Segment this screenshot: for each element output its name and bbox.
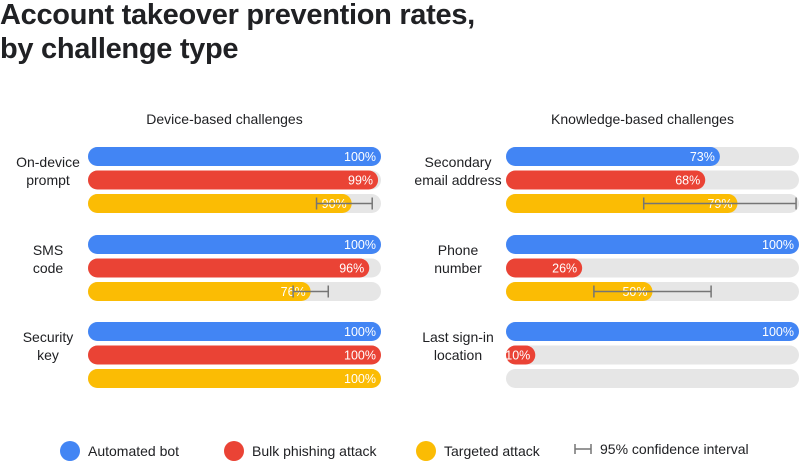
bar-chart: Device-based challenges On-device prompt 10… <box>16 111 799 388</box>
bar-track <box>506 345 799 365</box>
confidence-interval <box>642 197 797 210</box>
data-label: 73% <box>690 150 715 164</box>
bar <box>88 322 381 341</box>
legend-item-targeted-attack: Targeted attack <box>416 441 540 461</box>
bar-track <box>506 369 799 388</box>
data-label: 100% <box>344 238 376 252</box>
bar <box>506 345 536 365</box>
confidence-interval <box>593 285 712 298</box>
category-label: code <box>33 260 64 276</box>
confidence-interval <box>315 197 373 210</box>
category-label: prompt <box>26 172 70 188</box>
bar <box>88 282 311 301</box>
data-label: 26% <box>552 262 577 276</box>
legend-label: 95% confidence interval <box>600 441 749 457</box>
bar <box>88 147 381 166</box>
title-line: Account takeover prevention rates, <box>0 0 475 31</box>
title-line: by challenge type <box>0 33 239 65</box>
data-label: 10% <box>505 349 530 363</box>
category-label: location <box>434 347 482 363</box>
data-label: 68% <box>675 174 700 188</box>
category-label: Last sign-in <box>422 329 494 345</box>
legend-label: Automated bot <box>88 443 180 459</box>
bar <box>506 282 653 301</box>
bar <box>88 345 381 365</box>
bar <box>506 322 799 341</box>
legend-swatch <box>416 441 436 461</box>
category-label: Phone <box>438 242 479 258</box>
category-label: key <box>37 347 59 363</box>
legend-item-ci: 95% confidence interval <box>574 441 749 457</box>
data-label: 100% <box>762 238 794 252</box>
bar <box>506 258 583 278</box>
legend-swatch <box>224 441 244 461</box>
bar <box>506 147 720 166</box>
data-label: 100% <box>344 349 376 363</box>
data-label: 100% <box>344 325 376 339</box>
data-label: 96% <box>339 262 364 276</box>
panel-title: Knowledge-based challenges <box>551 111 734 127</box>
category-label: Secondary <box>425 154 492 170</box>
bar <box>88 170 379 190</box>
legend: Automated bot Bulk phishing attack Targe… <box>0 441 800 463</box>
panel-title: Device-based challenges <box>146 111 302 127</box>
legend-item-automated-bot: Automated bot <box>60 441 179 461</box>
legend-item-bulk-phishing: Bulk phishing attack <box>224 441 377 461</box>
legend-label: Targeted attack <box>444 443 540 459</box>
category-label: email address <box>414 172 501 188</box>
bar <box>506 235 799 254</box>
bar <box>88 258 370 278</box>
bar <box>506 170 706 190</box>
bar <box>506 194 738 213</box>
bar <box>88 194 352 213</box>
legend-swatch <box>60 441 80 461</box>
data-label: 99% <box>348 174 373 188</box>
legend-label: Bulk phishing attack <box>252 443 377 459</box>
category-label: SMS <box>33 242 63 258</box>
bar <box>88 235 381 254</box>
category-label: number <box>434 260 482 276</box>
chart-title: Account takeover prevention rates, by ch… <box>0 0 475 66</box>
data-label: 100% <box>762 325 794 339</box>
data-label: 100% <box>344 150 376 164</box>
category-label: On-device <box>16 154 80 170</box>
ci-icon <box>574 444 592 454</box>
bar <box>88 369 381 388</box>
confidence-interval <box>292 285 330 298</box>
category-label: Security <box>23 329 74 345</box>
data-label: 100% <box>344 372 376 386</box>
